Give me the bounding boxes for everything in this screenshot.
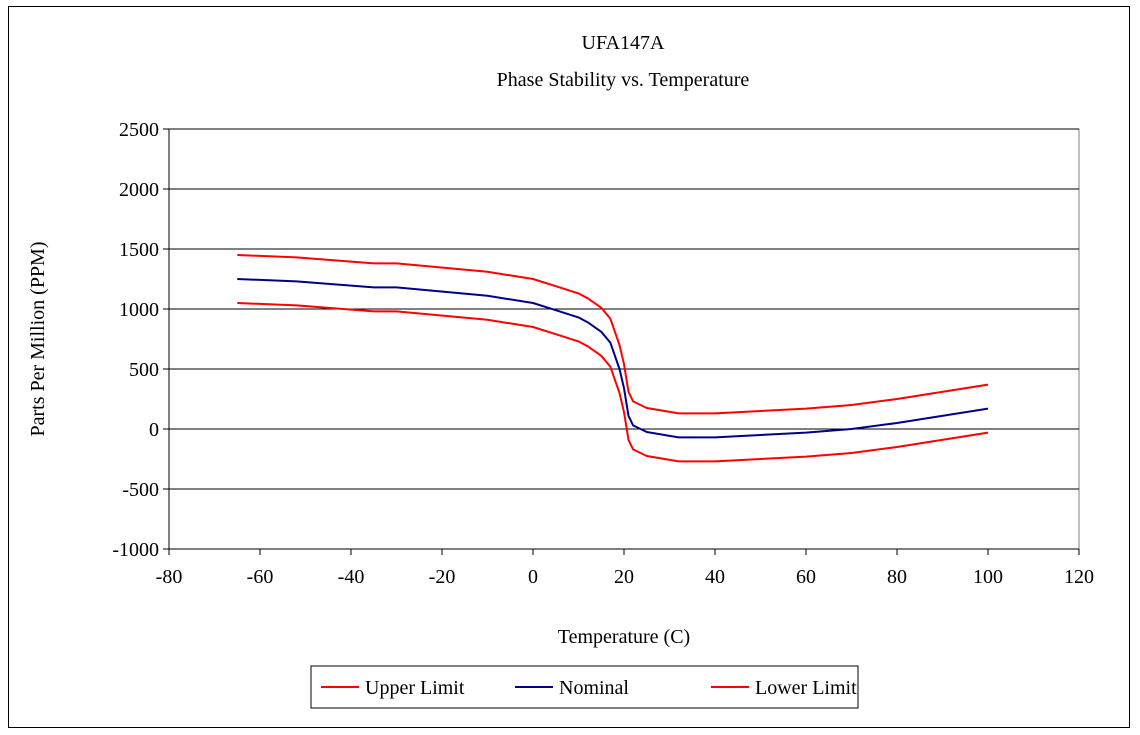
y-tick-label: -1000: [112, 539, 159, 561]
series-line-nominal: [237, 278, 989, 439]
legend-label-nominal: Nominal: [559, 677, 629, 699]
x-axis-label: Temperature (C): [558, 626, 690, 648]
x-tick-label: 20: [614, 566, 634, 588]
x-tick-label: 120: [1064, 566, 1094, 588]
y-tick-label: 0: [149, 419, 159, 441]
y-tick-label: 2000: [119, 179, 159, 201]
y-axis-label: Parts Per Million (PPM): [27, 241, 49, 436]
x-tick-label: -60: [247, 566, 274, 588]
y-tick-label: -500: [122, 479, 159, 501]
legend-label-upper-limit: Upper Limit: [365, 677, 465, 699]
series-line-lower-limit: [237, 302, 989, 463]
y-tick-label: 1000: [119, 299, 159, 321]
y-tick-label: 2500: [119, 119, 159, 141]
chart-subtitle: Phase Stability vs. Temperature: [497, 69, 750, 91]
line-chart: UFA147A Phase Stability vs. Temperature …: [27, 32, 1094, 709]
legend-box: [310, 665, 859, 709]
y-tick-label: 500: [129, 359, 159, 381]
legend: Upper Limit Nominal Lower Limit: [310, 665, 859, 709]
legend-label-lower-limit: Lower Limit: [755, 677, 857, 699]
x-tick-label: 80: [887, 566, 907, 588]
x-tick-label: 0: [528, 566, 538, 588]
plot-area: [168, 128, 1080, 550]
x-tick-label: 100: [973, 566, 1003, 588]
series-lines: [237, 254, 989, 463]
series-line-upper-limit: [237, 254, 989, 415]
x-tick-label: -40: [338, 566, 365, 588]
x-tick-label: 40: [705, 566, 725, 588]
x-tick-label: 60: [796, 566, 816, 588]
x-tick-label: -20: [429, 566, 456, 588]
chart-title: UFA147A: [582, 32, 666, 54]
x-tick-label: -80: [156, 566, 183, 588]
y-tick-label: 1500: [119, 239, 159, 261]
chart-frame: UFA147A Phase Stability vs. Temperature …: [8, 6, 1130, 728]
